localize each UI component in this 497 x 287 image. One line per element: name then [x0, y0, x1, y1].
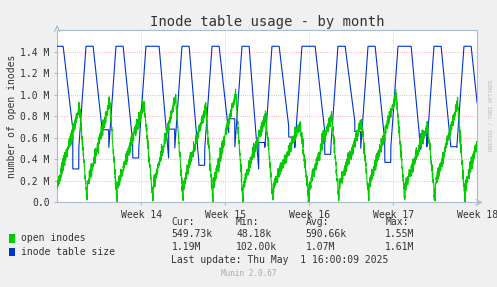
Text: Max:: Max: [385, 217, 409, 227]
Text: RRDTOOL / TOBI OETIKER: RRDTOOL / TOBI OETIKER [489, 79, 494, 151]
Text: 102.00k: 102.00k [236, 242, 277, 252]
Title: Inode table usage - by month: Inode table usage - by month [150, 15, 384, 29]
Text: 1.55M: 1.55M [385, 229, 414, 239]
Text: Avg:: Avg: [306, 217, 329, 227]
Text: 590.66k: 590.66k [306, 229, 347, 239]
Text: 1.19M: 1.19M [171, 242, 201, 252]
Text: Cur:: Cur: [171, 217, 195, 227]
Text: open inodes: open inodes [21, 233, 85, 243]
Text: Last update: Thu May  1 16:00:09 2025: Last update: Thu May 1 16:00:09 2025 [171, 255, 389, 265]
Text: 1.61M: 1.61M [385, 242, 414, 252]
Text: Munin 2.0.67: Munin 2.0.67 [221, 269, 276, 278]
Text: 1.07M: 1.07M [306, 242, 335, 252]
Text: Min:: Min: [236, 217, 259, 227]
Text: 549.73k: 549.73k [171, 229, 213, 239]
Y-axis label: number of open inodes: number of open inodes [7, 55, 17, 178]
Text: inode table size: inode table size [21, 247, 115, 257]
Text: 48.18k: 48.18k [236, 229, 271, 239]
